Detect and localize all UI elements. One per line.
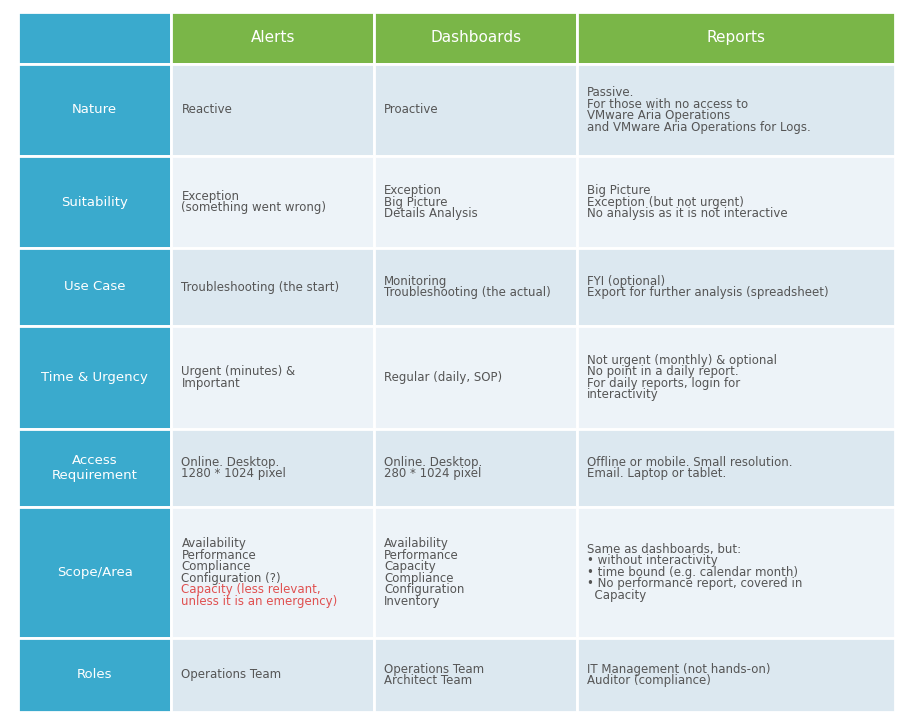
Text: 1280 * 1024 pixel: 1280 * 1024 pixel	[182, 467, 287, 480]
Bar	[577, 429, 895, 507]
Text: Scope/Area: Scope/Area	[57, 566, 132, 579]
Text: Dashboards: Dashboards	[430, 30, 521, 46]
Text: Inventory: Inventory	[384, 594, 441, 607]
Text: Alerts: Alerts	[251, 30, 295, 46]
Text: Details Analysis: Details Analysis	[384, 207, 478, 220]
Bar	[18, 156, 172, 248]
Text: Performance: Performance	[182, 549, 257, 562]
Text: unless it is an emergency): unless it is an emergency)	[182, 594, 338, 607]
Bar	[374, 507, 577, 638]
Bar	[374, 638, 577, 712]
Bar	[172, 429, 374, 507]
Bar	[374, 429, 577, 507]
Text: Online. Desktop.: Online. Desktop.	[182, 456, 279, 469]
Text: Time & Urgency: Time & Urgency	[41, 371, 148, 384]
Bar	[172, 507, 374, 638]
Text: 280 * 1024 pixel: 280 * 1024 pixel	[384, 467, 482, 480]
Text: No analysis as it is not interactive: No analysis as it is not interactive	[587, 207, 788, 220]
Bar	[172, 326, 374, 429]
Bar	[374, 326, 577, 429]
Bar	[18, 507, 172, 638]
Text: Availability: Availability	[384, 537, 449, 550]
Bar	[172, 12, 374, 64]
Text: Compliance: Compliance	[182, 560, 251, 573]
Text: Same as dashboards, but:: Same as dashboards, but:	[587, 543, 741, 556]
Text: and VMware Aria Operations for Logs.: and VMware Aria Operations for Logs.	[587, 121, 811, 133]
Text: IT Management (not hands-on): IT Management (not hands-on)	[587, 662, 771, 675]
Text: Configuration: Configuration	[384, 583, 465, 596]
Bar	[18, 326, 172, 429]
Text: Capacity: Capacity	[587, 589, 646, 602]
Text: Configuration (?): Configuration (?)	[182, 571, 281, 584]
Bar	[374, 12, 577, 64]
Bar	[18, 248, 172, 326]
Text: Monitoring: Monitoring	[384, 275, 447, 287]
Text: Architect Team: Architect Team	[384, 674, 472, 687]
Text: Operations Team: Operations Team	[384, 662, 485, 675]
Text: Offline or mobile. Small resolution.: Offline or mobile. Small resolution.	[587, 456, 792, 469]
Bar	[374, 64, 577, 156]
Bar	[18, 12, 172, 64]
Text: (something went wrong): (something went wrong)	[182, 201, 327, 214]
Text: Reactive: Reactive	[182, 104, 232, 117]
Bar	[577, 326, 895, 429]
Text: Troubleshooting (the start): Troubleshooting (the start)	[182, 280, 340, 293]
Bar	[577, 156, 895, 248]
Text: Big Picture: Big Picture	[384, 195, 447, 209]
Bar	[374, 156, 577, 248]
Bar	[577, 12, 895, 64]
Bar	[172, 156, 374, 248]
Text: Regular (daily, SOP): Regular (daily, SOP)	[384, 371, 502, 384]
Text: Troubleshooting (the actual): Troubleshooting (the actual)	[384, 286, 551, 299]
Text: Proactive: Proactive	[384, 104, 439, 117]
Bar	[577, 64, 895, 156]
Text: • No performance report, covered in: • No performance report, covered in	[587, 577, 803, 590]
Text: • time bound (e.g. calendar month): • time bound (e.g. calendar month)	[587, 566, 798, 579]
Text: Roles: Roles	[77, 668, 112, 681]
Text: No point in a daily report.: No point in a daily report.	[587, 366, 739, 378]
Bar	[18, 429, 172, 507]
Bar	[172, 64, 374, 156]
Text: Not urgent (monthly) & optional: Not urgent (monthly) & optional	[587, 354, 777, 367]
Bar	[577, 638, 895, 712]
Text: Capacity (less relevant,: Capacity (less relevant,	[182, 583, 321, 596]
Text: Use Case: Use Case	[64, 280, 125, 293]
Text: FYI (optional): FYI (optional)	[587, 275, 666, 287]
Bar	[18, 64, 172, 156]
Text: Export for further analysis (spreadsheet): Export for further analysis (spreadsheet…	[587, 286, 829, 299]
Text: Passive.: Passive.	[587, 86, 635, 99]
Text: Auditor (compliance): Auditor (compliance)	[587, 674, 711, 687]
Text: Exception: Exception	[182, 190, 239, 203]
Bar	[18, 638, 172, 712]
Text: Reports: Reports	[707, 30, 765, 46]
Text: interactivity: interactivity	[587, 388, 659, 401]
Text: Access
Requirement: Access Requirement	[52, 454, 138, 482]
Text: Email. Laptop or tablet.: Email. Laptop or tablet.	[587, 467, 727, 480]
Text: • without interactivity: • without interactivity	[587, 555, 718, 568]
Text: Capacity: Capacity	[384, 560, 436, 573]
Bar	[577, 507, 895, 638]
Bar	[172, 248, 374, 326]
Bar	[374, 248, 577, 326]
Text: Compliance: Compliance	[384, 571, 454, 584]
Text: Availability: Availability	[182, 537, 247, 550]
Text: VMware Aria Operations: VMware Aria Operations	[587, 109, 730, 122]
Text: Exception (but not urgent): Exception (but not urgent)	[587, 195, 744, 209]
Text: Important: Important	[182, 376, 240, 390]
Text: For daily reports, login for: For daily reports, login for	[587, 376, 740, 390]
Bar	[577, 248, 895, 326]
Text: Suitability: Suitability	[61, 195, 128, 209]
Text: Urgent (minutes) &: Urgent (minutes) &	[182, 366, 296, 378]
Text: Operations Team: Operations Team	[182, 668, 281, 681]
Text: Nature: Nature	[72, 104, 117, 117]
Text: Big Picture: Big Picture	[587, 184, 651, 197]
Text: Performance: Performance	[384, 549, 459, 562]
Bar	[172, 638, 374, 712]
Text: Exception: Exception	[384, 184, 442, 197]
Text: For those with no access to: For those with no access to	[587, 98, 749, 111]
Text: Online. Desktop.: Online. Desktop.	[384, 456, 483, 469]
